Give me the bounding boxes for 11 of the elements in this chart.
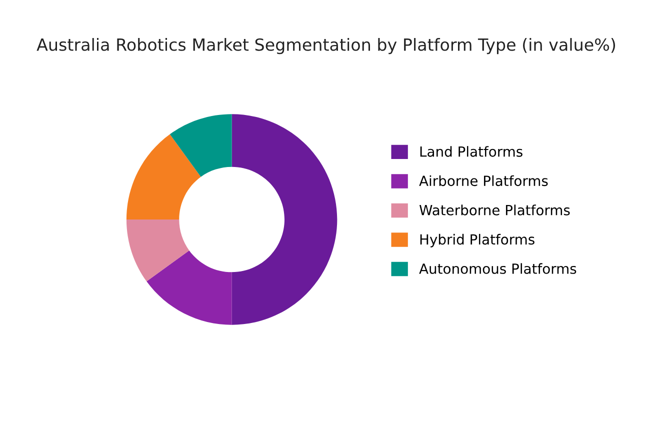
legend-label: Airborne Platforms bbox=[419, 175, 548, 186]
legend-label: Land Platforms bbox=[420, 146, 522, 157]
donut-slice bbox=[146, 250, 232, 325]
donut-slice bbox=[126, 134, 201, 220]
donut-slice bbox=[170, 114, 232, 177]
legend-label: Waterborne Platforms bbox=[419, 204, 570, 216]
chart-title: Australia Robotics Market Segmentation by Platform Type (in value%) bbox=[36, 38, 616, 54]
donut-slice bbox=[126, 220, 190, 282]
legend-label: Autonomous Platforms bbox=[419, 263, 576, 274]
donut-slice bbox=[232, 114, 338, 325]
legend-label: Hybrid Platforms bbox=[420, 234, 534, 248]
